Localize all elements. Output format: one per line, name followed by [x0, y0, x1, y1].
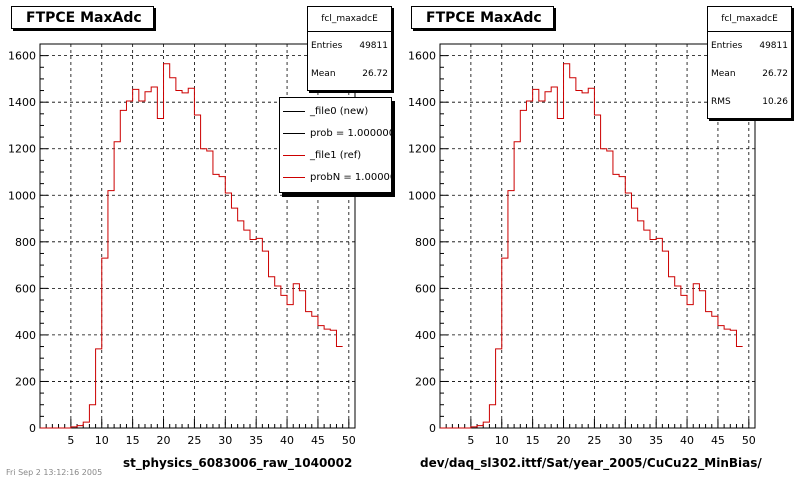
x-tick-label: 35: [249, 434, 263, 447]
y-tick-label: 0: [429, 422, 436, 435]
stats-rms-row: RMS 10.26: [711, 97, 788, 107]
x-tick-label: 40: [280, 434, 294, 447]
right-stats-box: fcl_maxadcE Entries 49811 Mean 26.72 RMS 10…: [707, 6, 792, 119]
y-tick-label: 1400: [8, 96, 36, 109]
y-tick-label: 0: [29, 422, 36, 435]
left-histogram-plot: 0 200 400 600 800 1000 1200 1400 1600 5 10 15 20 25 30…: [8, 43, 356, 447]
x-tick-label: 50: [342, 434, 356, 447]
y-tick-label: 1000: [408, 189, 436, 202]
x-tick-label: 45: [311, 434, 325, 447]
x-tick-label: 45: [711, 434, 725, 447]
y-tick-label: 1600: [408, 50, 436, 63]
y-tick-label: 200: [415, 375, 436, 388]
y-tick-label: 1200: [8, 143, 36, 156]
y-tick-label: 600: [15, 282, 36, 295]
left-x-axis-label: st_physics_6083006_raw_1040002: [123, 456, 353, 470]
stats-name: fcl_maxadcE: [708, 7, 791, 32]
histogram-series-line: [40, 63, 343, 429]
stats-mean-row: Mean 26.72: [711, 69, 788, 79]
y-tick-label: 400: [415, 329, 436, 342]
stats-name: fcl_maxadcE: [308, 7, 391, 32]
x-tick-label: 20: [157, 434, 171, 447]
legend-line: [283, 132, 305, 134]
y-tick-label: 1600: [8, 50, 36, 63]
y-tick-label: 400: [15, 329, 36, 342]
y-tick-label: 1000: [8, 189, 36, 202]
right-histogram-plot: 0 200 400 600 800 1000 1200 1400 1600 5 10 15 20 25 30…: [408, 43, 756, 447]
y-tick-label: 1400: [408, 96, 436, 109]
legend: _file0 (new) prob = 1.000000 _file1 (ref…: [279, 97, 392, 193]
x-tick-label: 5: [67, 434, 74, 447]
x-tick-label: 50: [742, 434, 756, 447]
legend-line: [283, 176, 305, 178]
stats-mean-row: Mean 26.72: [311, 69, 388, 79]
legend-entry: _file1 (ref): [280, 144, 391, 166]
plot-frame: [39, 43, 356, 429]
x-tick-label: 30: [618, 434, 632, 447]
histogram-series-line: [440, 63, 743, 429]
x-tick-label: 10: [495, 434, 509, 447]
x-tick-label: 40: [680, 434, 694, 447]
plot-frame: [439, 43, 756, 429]
legend-line: [283, 110, 305, 112]
stats-entries-row: Entries 49811: [711, 41, 788, 51]
y-tick-label: 800: [15, 236, 36, 249]
y-tick-label: 200: [15, 375, 36, 388]
timestamp-footer: Fri Sep 2 13:12:16 2005: [6, 468, 103, 477]
y-tick-label: 1200: [408, 143, 436, 156]
left-stats-box: fcl_maxadcE Entries 49811 Mean 26.72: [307, 6, 392, 91]
y-tick-label: 800: [415, 236, 436, 249]
x-tick-label: 5: [467, 434, 474, 447]
x-tick-label: 35: [649, 434, 663, 447]
x-tick-label: 25: [587, 434, 601, 447]
x-tick-label: 10: [95, 434, 109, 447]
legend-entry: probN = 1.000000: [280, 166, 391, 188]
stats-entries-row: Entries 49811: [311, 41, 388, 51]
y-tick-label: 600: [415, 282, 436, 295]
x-tick-label: 15: [126, 434, 140, 447]
x-tick-label: 30: [218, 434, 232, 447]
legend-line: [283, 154, 305, 156]
right-x-axis-label: dev/daq_sl302.ittf/Sat/year_2005/CuCu22_…: [420, 456, 762, 470]
left-plot-title: FTPCE MaxAdc: [11, 6, 154, 29]
x-tick-label: 20: [557, 434, 571, 447]
x-tick-label: 25: [187, 434, 201, 447]
right-plot-title: FTPCE MaxAdc: [411, 6, 554, 29]
x-tick-label: 15: [526, 434, 540, 447]
legend-entry: prob = 1.000000: [280, 122, 391, 144]
legend-entry: _file0 (new): [280, 100, 391, 122]
